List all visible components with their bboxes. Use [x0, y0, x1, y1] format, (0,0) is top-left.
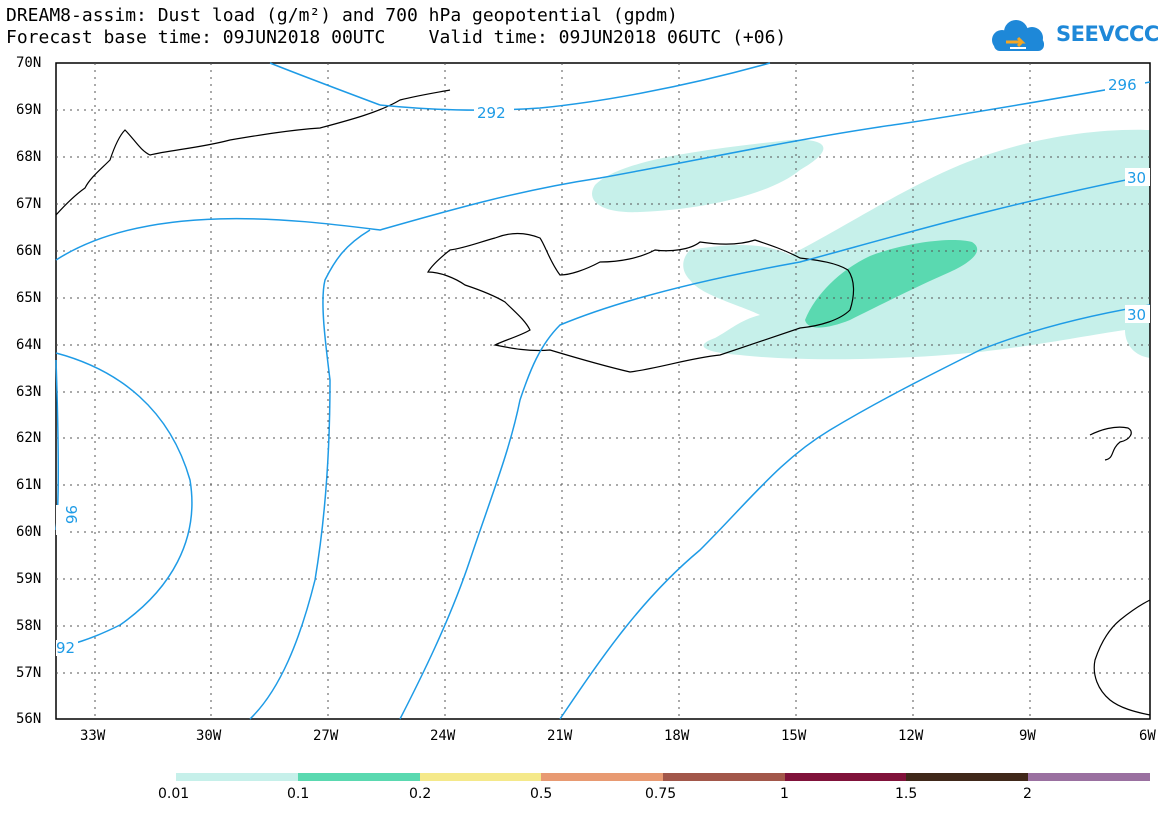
- dust-shading: [592, 129, 1150, 360]
- colorbar-cell-7: [906, 773, 1028, 781]
- contour-292-north: [379, 62, 771, 111]
- lat-label-61n: 61N: [16, 477, 42, 493]
- lon-label-15w: 15W: [781, 728, 807, 744]
- lon-label-12w: 12W: [898, 728, 924, 744]
- colorbar-cell-4: [541, 773, 663, 781]
- lat-label-62n: 62N: [16, 430, 42, 446]
- colorbar-cell-3: [420, 773, 541, 781]
- contour-300: [249, 229, 371, 720]
- contour-296: [55, 81, 1151, 261]
- contour-label-292: 292: [477, 104, 506, 122]
- lat-label-58n: 58N: [16, 618, 42, 634]
- lon-label-24w: 24W: [430, 728, 456, 744]
- map-title: DREAM8-assim: Dust load (g/m²) and 700 h…: [6, 5, 678, 26]
- colorbar-cell-2: [298, 773, 420, 781]
- contour-label-96: 96: [62, 505, 80, 524]
- colorbar-label-15: 1.5: [895, 786, 918, 802]
- greenland-coast: [55, 89, 451, 216]
- contour-308: [559, 304, 1151, 720]
- lat-label-68n: 68N: [16, 149, 42, 165]
- contour-label-92: 92: [56, 639, 75, 657]
- colorbar-label-075: 0.75: [645, 786, 677, 802]
- contour-low: [55, 352, 193, 649]
- contour-label-296: 296: [1108, 76, 1137, 94]
- grid: [56, 63, 1150, 719]
- cloud-icon: [992, 20, 1044, 51]
- lat-label-63n: 63N: [16, 384, 42, 400]
- lat-label-65n: 65N: [16, 290, 42, 306]
- colorbar-label-01: 0.1: [287, 786, 310, 802]
- contour-label-group: 292 296 30 30 92 96: [56, 75, 1150, 657]
- colorbar-label-2: 2: [1023, 786, 1032, 802]
- lat-label-60n: 60N: [16, 524, 42, 540]
- lat-label-64n: 64N: [16, 337, 42, 353]
- lon-label-18w: 18W: [664, 728, 690, 744]
- lon-label-21w: 21W: [547, 728, 573, 744]
- contour-label-300: 30: [1127, 169, 1146, 187]
- lon-label-33w: 33W: [80, 728, 106, 744]
- lat-label-57n: 57N: [16, 665, 42, 681]
- colorbar-label-001: 0.01: [158, 786, 190, 802]
- lon-label-9w: 9W: [1019, 728, 1036, 744]
- scotland-coast: [1093, 599, 1151, 716]
- lat-label-67n: 67N: [16, 196, 42, 212]
- lat-label-70n: 70N: [16, 55, 42, 71]
- faroe-islands: [1089, 426, 1132, 461]
- lat-label-59n: 59N: [16, 571, 42, 587]
- colorbar-cell-1: [176, 773, 298, 781]
- colorbar-label-05: 0.5: [530, 786, 553, 802]
- dust-area-low-north: [592, 139, 824, 213]
- colorbar-cell-5: [663, 773, 785, 781]
- lon-label-6w: 6W: [1139, 728, 1156, 744]
- lat-label-69n: 69N: [16, 102, 42, 118]
- iceland-coast: [426, 232, 855, 373]
- contour-292-nw: [269, 62, 381, 106]
- logo-text: SEEVCCC: [1056, 22, 1159, 46]
- map-frame: [55, 62, 1151, 720]
- lon-label-27w: 27W: [313, 728, 339, 744]
- colorbar-label-1: 1: [780, 786, 789, 802]
- colorbar-label-02: 0.2: [409, 786, 432, 802]
- contour-304: [399, 174, 1151, 720]
- coastlines: [55, 89, 1151, 716]
- colorbar-cell-6: [785, 773, 906, 781]
- lat-label-66n: 66N: [16, 243, 42, 259]
- colorbar-cell-8: [1028, 773, 1150, 781]
- map-subtitle: Forecast base time: 09JUN2018 00UTC Vali…: [6, 27, 787, 48]
- lat-label-56n: 56N: [16, 711, 42, 727]
- contour-label-304: 30: [1127, 306, 1146, 324]
- lon-label-30w: 30W: [196, 728, 222, 744]
- dust-area-mid: [805, 239, 978, 328]
